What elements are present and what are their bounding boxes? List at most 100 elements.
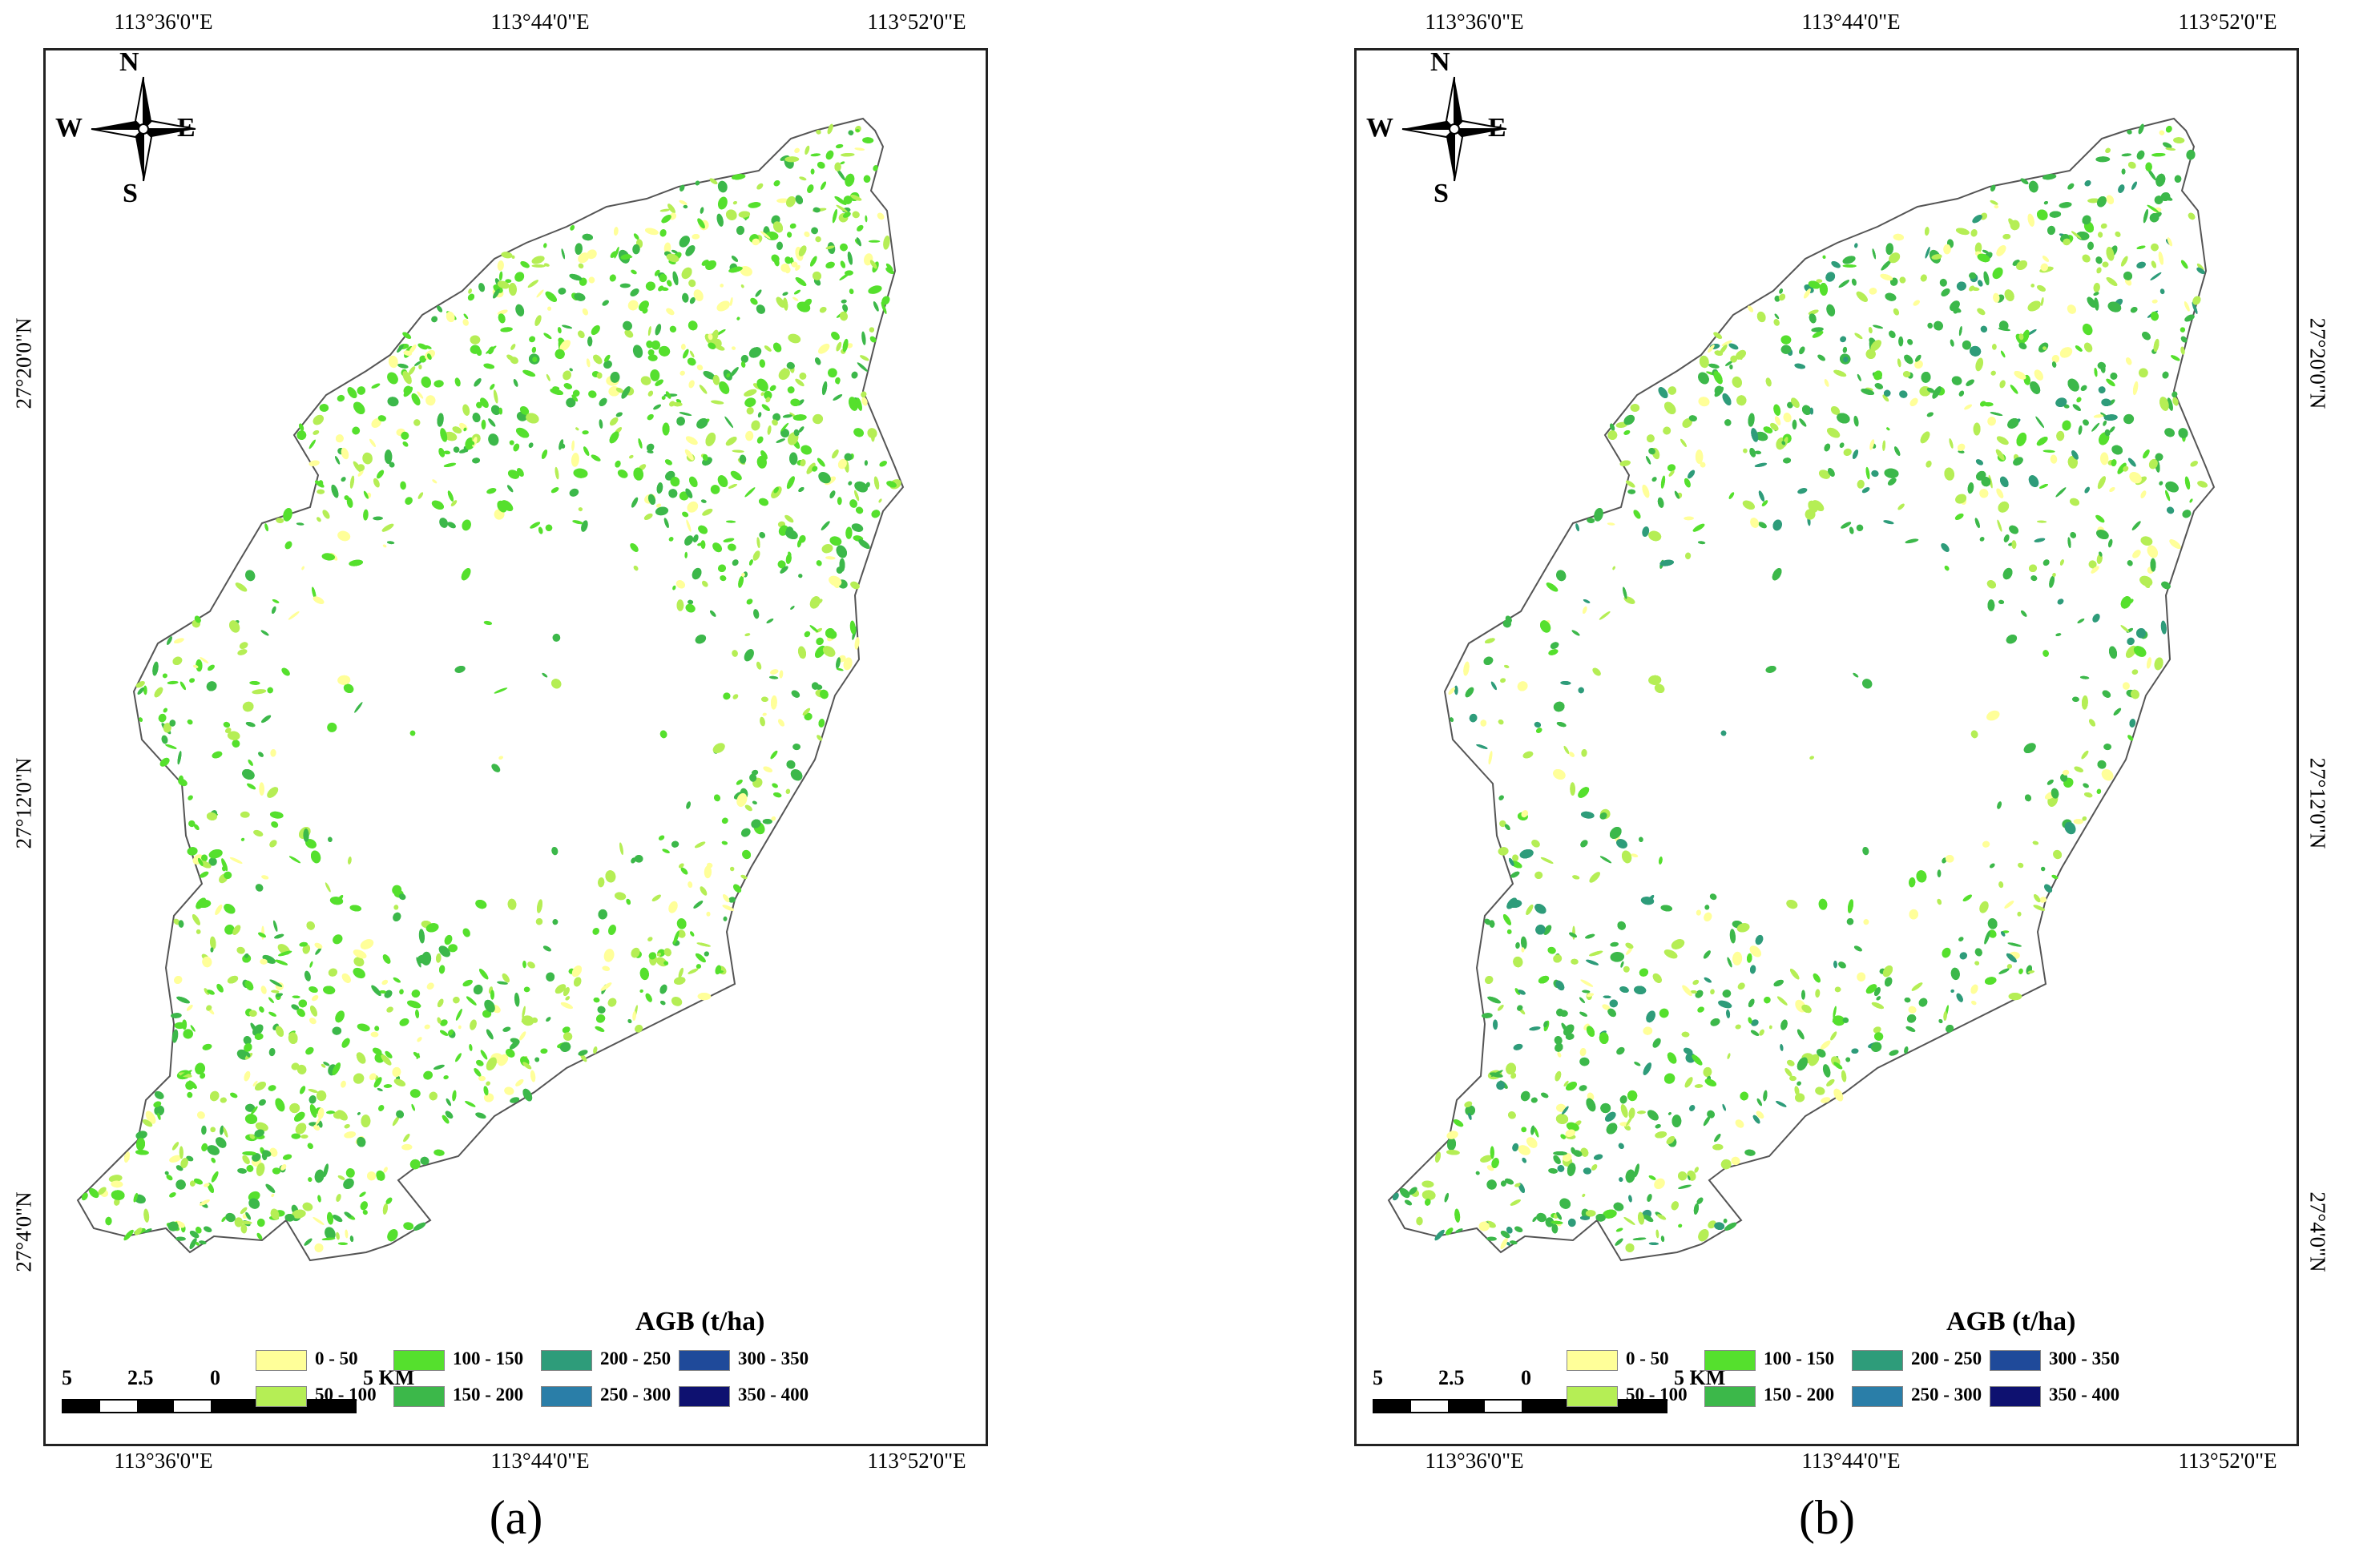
agb-patch — [486, 1081, 490, 1086]
agb-patch — [81, 1192, 88, 1201]
agb-patch — [377, 470, 385, 479]
agb-patch — [786, 196, 796, 208]
agb-patch — [245, 570, 256, 582]
agb-patch — [409, 1159, 421, 1170]
agb-patch — [1696, 909, 1702, 916]
agb-patch — [1623, 586, 1627, 599]
agb-patch — [220, 1125, 224, 1135]
agb-patch — [322, 510, 330, 519]
agb-patch — [1498, 719, 1504, 725]
agb-patch — [296, 1008, 305, 1018]
agb-patch — [1925, 247, 1930, 259]
agb-patch — [480, 1050, 488, 1060]
agb-patch — [1999, 380, 2006, 389]
agb-patch — [1682, 985, 1692, 996]
agb-patch — [700, 886, 708, 896]
agb-patch — [2149, 213, 2159, 223]
agb-patch — [505, 279, 512, 284]
agb-patch — [593, 354, 603, 365]
agb-patch — [382, 544, 387, 548]
agb-patch — [1678, 1223, 1683, 1228]
agb-patch — [593, 997, 600, 1003]
agb-patch — [609, 417, 619, 426]
agb-patch — [1780, 1044, 1784, 1051]
agb-patch — [1446, 1138, 1457, 1151]
agb-patch — [740, 361, 746, 368]
agb-patch — [1874, 1032, 1884, 1041]
agb-patch — [349, 475, 355, 489]
agb-patch — [393, 912, 401, 921]
agb-patch — [236, 946, 245, 954]
agb-patch — [595, 1014, 606, 1023]
agb-patch — [767, 425, 772, 435]
agb-patch — [800, 445, 813, 455]
agb-patch — [1833, 1015, 1845, 1026]
agb-patch — [1874, 383, 1883, 389]
agb-patch — [854, 490, 860, 502]
agb-patch — [716, 329, 726, 336]
agb-patch — [845, 173, 855, 187]
agb-patch — [569, 488, 579, 497]
agb-patch — [676, 918, 687, 929]
agb-patch — [672, 271, 679, 286]
agb-patch — [461, 568, 471, 581]
agb-patch — [2095, 256, 2103, 264]
agb-patch — [861, 391, 867, 398]
agb-patch — [1689, 1105, 1696, 1111]
agb-patch — [188, 820, 196, 828]
agb-patch — [685, 603, 696, 613]
agb-patch — [696, 964, 701, 969]
agb-patch — [825, 245, 835, 250]
agb-patch — [1631, 853, 1639, 858]
agb-patch — [1843, 448, 1852, 457]
agb-patch — [817, 458, 825, 467]
agb-patch — [631, 497, 639, 508]
agb-patch — [1671, 1201, 1679, 1211]
agb-patch — [2042, 346, 2047, 350]
agb-patch — [1709, 893, 1717, 901]
agb-patch — [560, 1002, 573, 1010]
agb-patch — [1566, 1122, 1579, 1131]
agb-patch — [1690, 990, 1698, 994]
agb-patch — [323, 1062, 330, 1066]
agb-patch — [1996, 245, 2006, 256]
agb-patch — [1506, 929, 1512, 934]
agb-patch — [569, 273, 583, 281]
agb-patch — [519, 405, 530, 415]
agb-patch — [1824, 379, 1829, 387]
agb-patch — [1556, 1103, 1567, 1112]
agb-patch — [2030, 575, 2038, 582]
agb-patch — [425, 395, 436, 406]
agb-patch — [693, 289, 704, 301]
agb-patch — [337, 394, 345, 402]
agb-patch — [1463, 661, 1470, 676]
agb-patch — [386, 541, 395, 545]
agb-patch — [291, 1004, 300, 1010]
agb-patch — [546, 1017, 551, 1022]
agb-patch — [2127, 735, 2134, 741]
agb-patch — [1783, 458, 1792, 464]
agb-patch — [1643, 1215, 1654, 1223]
agb-patch — [1625, 942, 1634, 949]
agb-patch — [1520, 1090, 1530, 1102]
agb-patch — [272, 920, 278, 932]
agb-patch — [1587, 518, 1595, 523]
agb-patch — [296, 522, 304, 526]
agb-patch — [546, 373, 550, 381]
agb-patch — [2006, 964, 2012, 969]
agb-patch — [863, 175, 871, 183]
agb-patch — [506, 354, 514, 361]
agb-patch — [1522, 751, 1534, 759]
agb-patch — [864, 460, 869, 466]
agb-patch — [1663, 949, 1678, 959]
agb-patch — [1967, 482, 1974, 494]
agb-patch — [240, 837, 245, 841]
agb-patch — [1954, 513, 1964, 520]
agb-patch — [1833, 1006, 1837, 1018]
agb-patch — [799, 176, 807, 181]
agb-patch — [381, 979, 389, 986]
agb-patch — [240, 811, 250, 818]
agb-patch — [1560, 680, 1571, 685]
agb-patch — [2059, 202, 2072, 208]
agb-patch — [1770, 422, 1779, 431]
